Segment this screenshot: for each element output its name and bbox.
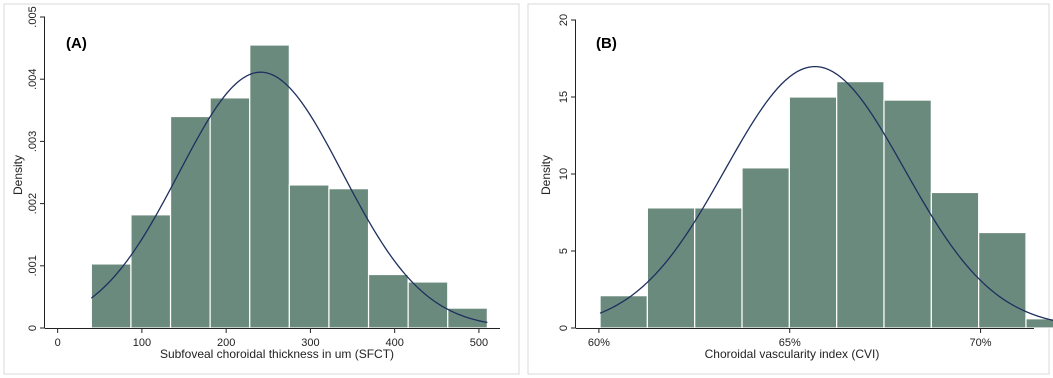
panel-a-x-tick-label-2: 100 <box>133 337 151 349</box>
panel-a-y-ticks: 0 .001 .002 .003 .004 .005 <box>27 6 45 331</box>
panel-a-y-tick-label-3: .002 <box>27 193 39 214</box>
panel-b-x-tick-label-1: 60% <box>588 337 610 349</box>
panel-b-x-tick-label-2: 65% <box>779 337 801 349</box>
panel-a-x-tick-label-3: 200 <box>217 337 235 349</box>
panel-a-bar-8 <box>367 273 409 329</box>
panel-b-x-ticks: 60% 65% 70% <box>588 328 992 349</box>
panel-b-bar-7 <box>883 99 932 329</box>
panel-b-y-ticks: 0 5 10 15 20 <box>558 14 576 331</box>
panel-a-bar-7 <box>328 188 370 329</box>
panel-b-x-axis-title: Choroidal vascularity index (CVI) <box>705 347 880 361</box>
panel-a-x-axis-title: Subfoveal choroidal thickness in um (SFC… <box>160 347 394 361</box>
panel-b-y-axis-title: Density <box>539 155 553 195</box>
panel-a-bars <box>90 44 488 329</box>
panel-b: 60% 65% 70% 0 5 10 15 20 (B) Choroidal vascula… <box>527 3 1053 375</box>
panel-a-normal-curve <box>90 71 488 324</box>
panel-a-y-tick-label-5: .004 <box>27 68 39 89</box>
panel-b-y-tick-label-5: 20 <box>558 14 570 26</box>
panel-a-bar-2 <box>130 214 172 329</box>
panel-b-bars <box>599 80 1053 329</box>
panel-b-bar-2 <box>646 207 696 329</box>
panel-a-bar-6 <box>288 184 330 329</box>
panel-a-x-ticks: 0 100 200 300 400 500 <box>55 328 488 349</box>
panel-b-normal-curve <box>599 65 1053 321</box>
panel-a-bar-4 <box>209 97 251 329</box>
panel-b-bar-9 <box>978 231 1027 329</box>
panel-a-bar-3 <box>169 115 211 329</box>
panel-b-bar-4 <box>741 167 790 329</box>
panel-a-y-axis-title: Density <box>11 155 25 195</box>
panel-b-y-tick-label-2: 5 <box>558 248 570 254</box>
panel-a-bar-1 <box>90 263 132 329</box>
panel-a-y-tick-label-4: .003 <box>27 131 39 152</box>
panel-b-bar-6 <box>836 80 885 329</box>
panel-a: 0 100 200 300 400 500 0 .001 .002 .003 .004 .005 (… <box>3 3 520 375</box>
panel-b-y-tick-label-4: 15 <box>558 91 570 103</box>
panel-b-y-tick-label-1: 0 <box>558 325 570 331</box>
panel-a-bar-9 <box>407 281 449 329</box>
panel-b-y-tick-label-3: 10 <box>558 168 570 180</box>
panel-a-y-tick-label-2: .001 <box>27 255 39 276</box>
panel-b-bar-3 <box>694 207 743 329</box>
panel-a-x-tick-label-5: 400 <box>385 337 403 349</box>
panel-b-bar-10 <box>1025 318 1053 329</box>
panel-a-y-tick-label-1: 0 <box>27 325 39 331</box>
panel-b-x-tick-label-3: 70% <box>970 337 992 349</box>
panel-a-x-tick-label-4: 300 <box>301 337 319 349</box>
panel-b-bar-8 <box>930 191 980 329</box>
panel-a-y-tick-label-6: .005 <box>27 6 39 27</box>
panel-a-label: (A) <box>66 35 87 52</box>
panel-b-label: (B) <box>596 35 617 52</box>
panel-b-bar-5 <box>788 96 838 329</box>
panel-a-x-tick-label-6: 500 <box>470 337 488 349</box>
panel-a-bar-5 <box>249 44 290 329</box>
panel-a-x-tick-label-1: 0 <box>55 337 61 349</box>
